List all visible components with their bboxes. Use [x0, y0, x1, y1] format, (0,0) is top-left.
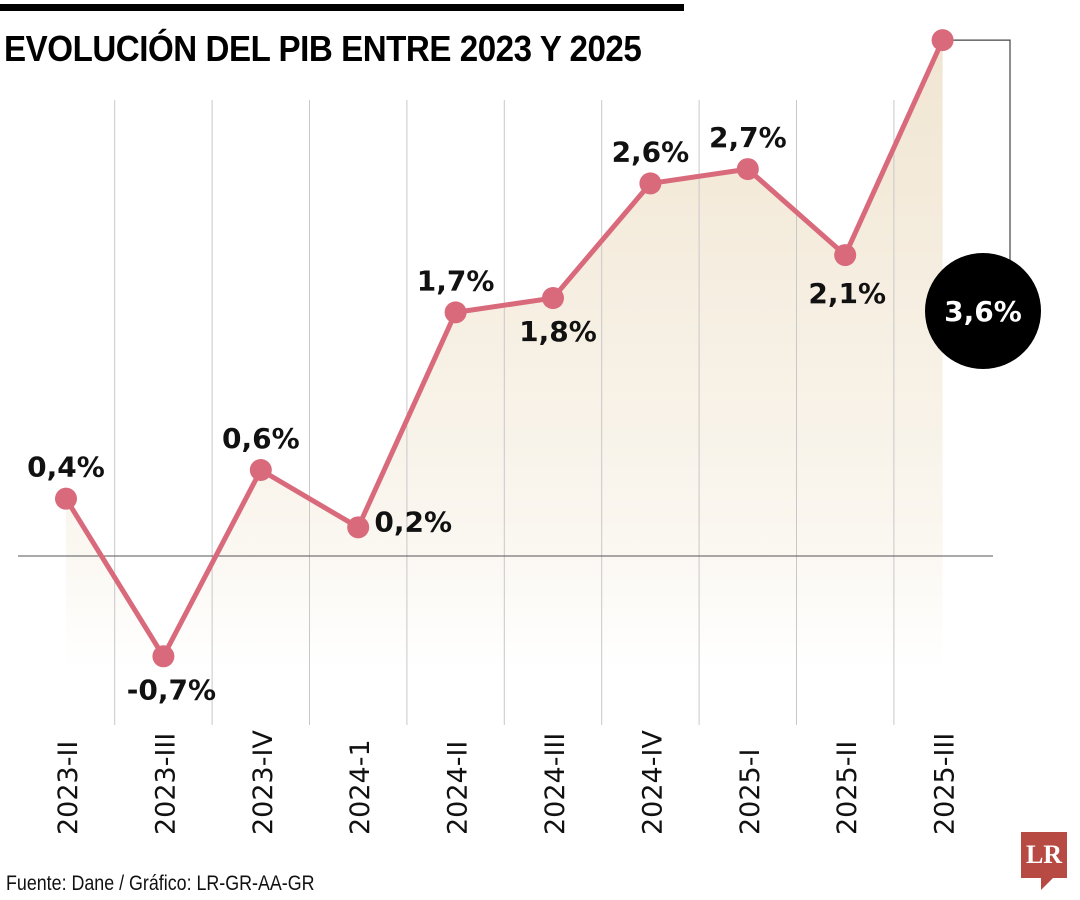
data-label: 0,4% [27, 451, 105, 484]
data-point [444, 301, 467, 324]
data-label: 2,1% [808, 277, 886, 310]
title-bar-rule [0, 4, 684, 11]
data-point [249, 459, 272, 482]
lr-logo-tail [1041, 878, 1053, 890]
data-label: 2,6% [612, 135, 690, 168]
x-tick-label: 2024-III [540, 733, 571, 835]
x-tick-label: 2023-II [53, 741, 84, 835]
x-tick-label: 2023-IV [248, 730, 279, 835]
x-tick-label: 2024-IV [637, 730, 668, 835]
data-point [834, 244, 857, 267]
data-point [347, 516, 370, 539]
x-tick-label: 2025-III [930, 733, 961, 835]
data-label: -0,7% [127, 673, 216, 706]
x-tick-label: 2025-I [735, 749, 766, 835]
data-label: 1,7% [417, 264, 495, 297]
callout-connector [942, 39, 1011, 262]
data-label: 2,7% [709, 121, 787, 154]
highlight-label: 3,6% [944, 295, 1022, 328]
source-note: Fuente: Dane / Gráfico: LR-GR-AA-GR [6, 872, 315, 895]
data-point [542, 287, 564, 310]
data-label: 0,2% [374, 505, 452, 538]
data-point [931, 29, 954, 52]
data-point [639, 172, 662, 195]
highlight-bubble [925, 253, 1041, 369]
x-tick-label: 2023-III [150, 733, 181, 835]
data-point [736, 158, 759, 181]
x-tick-label: 2025-II [832, 741, 863, 835]
chart-title: EVOLUCIÓN DEL PIB ENTRE 2023 Y 2025 [4, 28, 642, 69]
data-label: 0,6% [222, 422, 300, 455]
lr-logo: LR [1021, 832, 1067, 878]
data-label: 1,8% [519, 315, 597, 348]
x-tick-label: 2024-II [443, 741, 474, 835]
data-point [55, 487, 77, 510]
x-tick-label: 2024-1 [345, 739, 376, 835]
series-line [63, 39, 945, 659]
data-point [152, 645, 175, 668]
